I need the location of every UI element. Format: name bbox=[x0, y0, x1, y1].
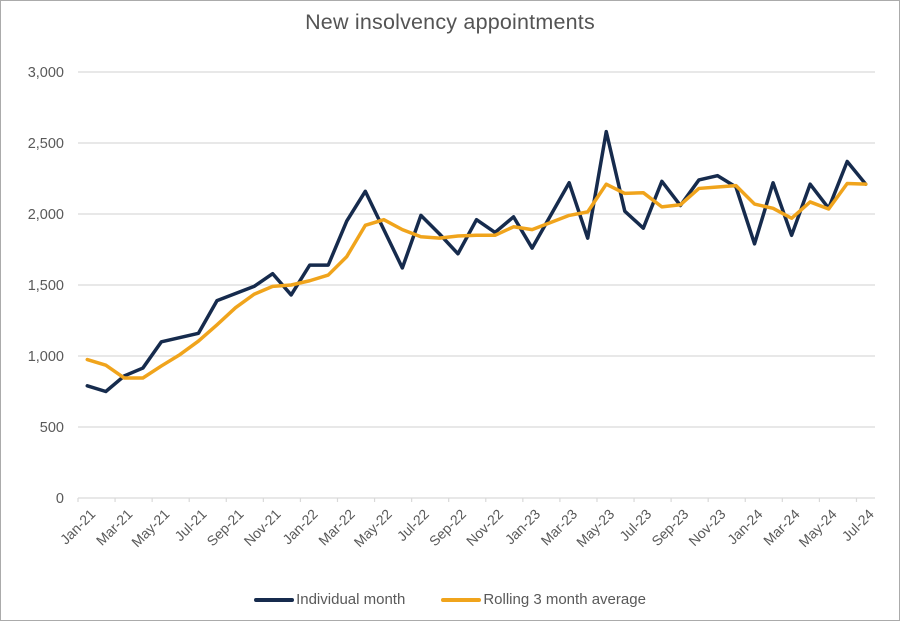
x-axis-label: Jan-21 bbox=[57, 506, 99, 548]
y-axis-label: 1,000 bbox=[28, 349, 64, 365]
x-axis-label: Sep-23 bbox=[648, 506, 691, 549]
x-axis-label: Jan-23 bbox=[502, 506, 544, 548]
x-axis-label: Jan-24 bbox=[724, 506, 766, 548]
x-axis-label: Mar-23 bbox=[538, 506, 581, 549]
legend: Individual month Rolling 3 month average bbox=[1, 591, 899, 608]
x-axis-label: Nov-21 bbox=[241, 506, 284, 549]
x-axis-label: May-21 bbox=[128, 506, 172, 550]
x-axis-label: Mar-21 bbox=[93, 506, 136, 549]
y-axis-label: 2,500 bbox=[28, 136, 64, 152]
chart-title: New insolvency appointments bbox=[305, 10, 595, 34]
x-axis-label: Nov-23 bbox=[685, 506, 728, 549]
x-axis-label: Sep-21 bbox=[203, 506, 246, 549]
x-axis-label: Nov-22 bbox=[463, 506, 506, 549]
y-axis-label: 0 bbox=[56, 491, 64, 507]
legend-swatch bbox=[254, 597, 295, 602]
x-axis-label: May-23 bbox=[573, 506, 617, 550]
y-axis-label: 2,000 bbox=[28, 207, 64, 223]
x-axis-label: Sep-22 bbox=[426, 506, 469, 549]
y-axis-label: 500 bbox=[40, 420, 64, 436]
x-axis-label: May-22 bbox=[351, 506, 395, 550]
x-axis-label: Jan-22 bbox=[279, 506, 321, 548]
series-line-rolling-3-month-average bbox=[85, 181, 868, 380]
legend-item-rolling-average: Rolling 3 month average bbox=[441, 591, 646, 608]
series-line-individual-month bbox=[85, 129, 868, 394]
legend-label: Rolling 3 month average bbox=[483, 591, 646, 608]
x-axis-label: Mar-24 bbox=[760, 506, 803, 549]
legend-item-individual-month: Individual month bbox=[254, 591, 405, 608]
x-axis-label: May-24 bbox=[795, 506, 839, 550]
y-axis-label: 1,500 bbox=[28, 278, 64, 294]
legend-label: Individual month bbox=[296, 591, 406, 608]
legend-swatch bbox=[441, 597, 482, 602]
x-axis-label: Mar-22 bbox=[315, 506, 358, 549]
x-axis-label: Jul-24 bbox=[839, 506, 877, 544]
y-axis-label: 3,000 bbox=[28, 65, 64, 81]
